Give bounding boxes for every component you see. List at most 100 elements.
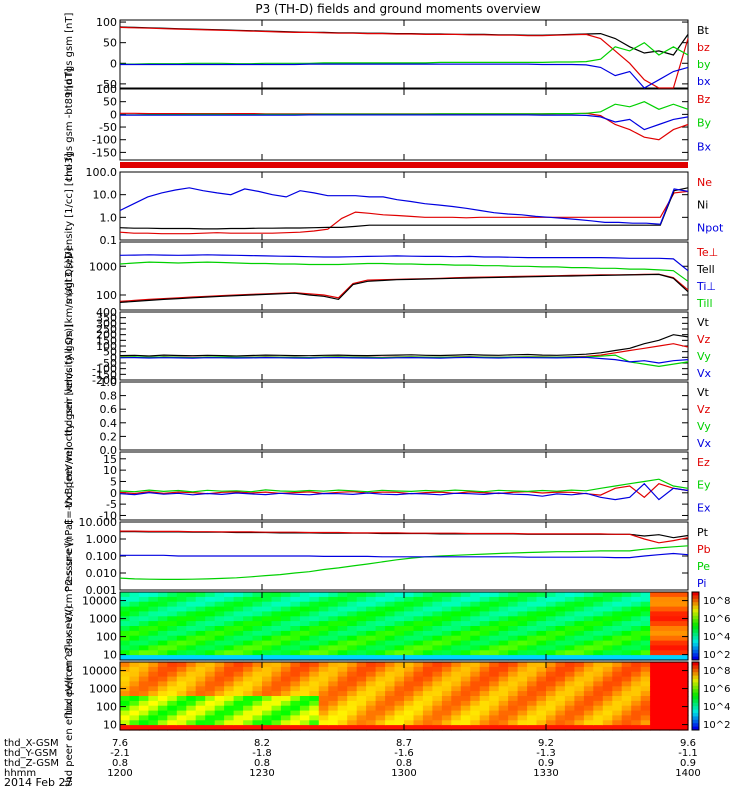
spectrogram-cell (659, 662, 670, 668)
spectrogram-cell (678, 671, 689, 678)
spectrogram-cell (148, 720, 159, 726)
spectrogram-cell (659, 655, 670, 661)
spectrogram-cell (337, 611, 348, 617)
spectrogram-cell (508, 621, 519, 627)
spectrogram-cell (138, 630, 149, 637)
spectrogram-cell (479, 715, 490, 721)
spectrogram-cell (233, 650, 244, 656)
spectrogram-cell (195, 681, 206, 687)
spectrogram-cell (120, 720, 131, 726)
spectrogram-cell (527, 671, 538, 678)
spectrogram-cell (583, 645, 594, 651)
spectrogram-cell (347, 616, 358, 622)
time-axis: thd_X-GSMthd_Y-GSMthd_Z-GSMhhmm7.6-2.10.… (4, 738, 701, 779)
spectrogram-cell (328, 606, 339, 613)
spectrogram-cell (176, 696, 187, 702)
spectrogram-cell (148, 691, 159, 697)
spectrogram-cell (186, 635, 197, 642)
spectrogram-cell (309, 596, 320, 603)
y-tick-label: 15 (103, 453, 117, 466)
spectrogram-cell (148, 611, 159, 617)
spectrogram-cell (271, 715, 282, 721)
spectrogram-cell (138, 592, 149, 598)
spectrogram-cell (366, 666, 377, 673)
spectrogram-cell (659, 616, 670, 622)
spectrogram-cell (262, 650, 273, 656)
spectrogram-cell (309, 655, 320, 661)
panel-frame (119, 381, 689, 451)
spectrogram-cell (176, 655, 187, 661)
spectrogram-cell (366, 681, 377, 687)
spectrogram-cell (489, 601, 500, 608)
spectrogram-cell (574, 626, 585, 632)
spectrogram-cell (138, 700, 149, 707)
spectrogram-cell (498, 601, 509, 608)
spectrogram-cell (309, 720, 320, 726)
spectrogram-cell (318, 650, 329, 656)
spectrogram-cell (574, 700, 585, 707)
spectrogram-cell (669, 671, 680, 678)
spectrogram-cell (394, 616, 405, 622)
spectrogram-cell (337, 650, 348, 656)
spectrogram-cell (517, 621, 528, 627)
spectrogram-cell (650, 635, 661, 642)
spectrogram-cell (555, 725, 566, 731)
spectrogram-cell (669, 696, 680, 702)
spectrogram-cell (129, 725, 140, 731)
spectrogram-cell (252, 635, 263, 642)
spectrogram-cell (574, 681, 585, 687)
spectrogram-cell (347, 710, 358, 717)
spectrogram-cell (546, 621, 557, 627)
spectrogram-cell (120, 630, 131, 637)
spectrogram-cell (318, 715, 329, 721)
spectrogram-cell (669, 626, 680, 632)
spectrogram-cell (186, 700, 197, 707)
spectrogram-cell (129, 616, 140, 622)
spectrogram-cell (195, 621, 206, 627)
spectrogram-cell (347, 630, 358, 637)
spectrogram-cell (498, 681, 509, 687)
spectrogram-cell (659, 700, 670, 707)
spectrogram-cell (640, 705, 651, 712)
spectrogram-cell (318, 681, 329, 687)
spectrogram-cell (536, 630, 547, 637)
spectrogram-cell (441, 606, 452, 613)
spectrogram-cell (290, 666, 301, 673)
spectrogram-cell (555, 601, 566, 608)
spectrogram-cell (157, 662, 168, 668)
spectrogram-cell (404, 596, 415, 603)
spectrogram-cell (479, 700, 490, 707)
spectrogram-cell (347, 626, 358, 632)
spectrogram-cell (460, 606, 471, 613)
series-line (119, 187, 689, 225)
spectrogram-cell (612, 606, 623, 613)
spectrogram-cell (309, 630, 320, 637)
spectrogram-cell (574, 666, 585, 673)
spectrogram-cell (318, 696, 329, 702)
spectrogram-cell (157, 650, 168, 656)
spectrogram-cell (508, 635, 519, 642)
spectrogram-cell (555, 626, 566, 632)
spectrogram-cell (669, 655, 680, 661)
spectrogram-cell (432, 715, 443, 721)
spectrogram-cell (527, 635, 538, 642)
spectrogram-cell (375, 601, 386, 608)
spectrogram-cell (375, 655, 386, 661)
spectrogram-cell (470, 650, 481, 656)
spectrogram-cell (214, 640, 225, 647)
spectrogram-cell (460, 601, 471, 608)
spectrogram-cell (271, 710, 282, 717)
spectrogram-cell (318, 686, 329, 692)
spectrogram-cell (148, 640, 159, 647)
spectrogram-cell (299, 666, 310, 673)
spectrogram-cell (394, 681, 405, 687)
spectrogram-cell (470, 681, 481, 687)
y-tick-label: 100 (96, 631, 117, 644)
spectrogram-cell (214, 691, 225, 697)
spectrogram-cell (593, 650, 604, 656)
spectrogram-cell (659, 592, 670, 598)
spectrogram-cell (621, 596, 632, 603)
spectrogram-cell (148, 686, 159, 692)
spectrogram-cell (271, 635, 282, 642)
